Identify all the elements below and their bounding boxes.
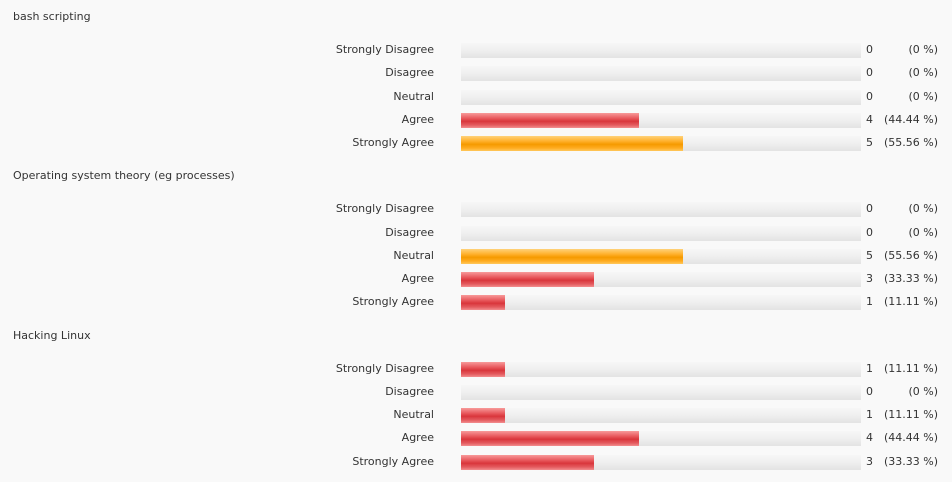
- answer-count: 3: [866, 455, 873, 468]
- answer-percent: (11.11 %): [883, 408, 938, 421]
- answer-percent: (0 %): [908, 43, 938, 56]
- answer-count: 4: [866, 431, 873, 444]
- result-bar-track: [461, 90, 861, 105]
- answer-label: Strongly Disagree: [335, 362, 434, 375]
- result-bar-track: [461, 249, 861, 264]
- answer-percent: (55.56 %): [883, 136, 938, 149]
- result-bar: [461, 455, 594, 470]
- answer-label: Strongly Disagree: [335, 202, 434, 215]
- result-bar: [461, 408, 505, 423]
- answer-percent: (55.56 %): [883, 249, 938, 262]
- answer-count: 0: [866, 226, 873, 239]
- result-bar-track: [461, 455, 861, 470]
- answer-row: Neutral 0 (0 %): [0, 89, 952, 105]
- answer-percent: (0 %): [908, 90, 938, 103]
- result-bar-track: [461, 408, 861, 423]
- answer-count: 0: [866, 385, 873, 398]
- result-bar-track: [461, 295, 861, 310]
- answer-count: 0: [866, 90, 873, 103]
- answer-percent: (0 %): [908, 202, 938, 215]
- answer-count: 1: [866, 295, 873, 308]
- answer-count: 3: [866, 272, 873, 285]
- answer-percent: (0 %): [908, 66, 938, 79]
- result-bar-track: [461, 113, 861, 128]
- answer-row: Neutral 1 (11.11 %): [0, 407, 952, 423]
- answer-row: Strongly Agree 1 (11.11 %): [0, 294, 952, 310]
- answer-label: Disagree: [385, 385, 434, 398]
- answer-label: Strongly Agree: [352, 295, 434, 308]
- result-bar-track: [461, 136, 861, 151]
- answer-count: 5: [866, 136, 873, 149]
- answer-percent: (44.44 %): [883, 113, 938, 126]
- answer-row: Strongly Disagree 1 (11.11 %): [0, 361, 952, 377]
- result-bar-track: [461, 362, 861, 377]
- answer-row: Disagree 0 (0 %): [0, 65, 952, 81]
- result-bar: [461, 136, 683, 151]
- answer-percent: (33.33 %): [883, 272, 938, 285]
- answer-count: 0: [866, 202, 873, 215]
- answer-percent: (44.44 %): [883, 431, 938, 444]
- answer-row: Agree 4 (44.44 %): [0, 112, 952, 128]
- result-bar-track: [461, 431, 861, 446]
- result-bar-track: [461, 66, 861, 81]
- question-title: Operating system theory (eg processes): [13, 169, 235, 182]
- answer-count: 1: [866, 408, 873, 421]
- result-bar: [461, 295, 505, 310]
- answer-row: Agree 4 (44.44 %): [0, 430, 952, 446]
- answer-count: 1: [866, 362, 873, 375]
- result-bar-track: [461, 272, 861, 287]
- result-bar: [461, 249, 683, 264]
- answer-count: 4: [866, 113, 873, 126]
- result-bar-track: [461, 202, 861, 217]
- answer-row: Disagree 0 (0 %): [0, 225, 952, 241]
- result-bar: [461, 272, 594, 287]
- result-bar-track: [461, 385, 861, 400]
- answer-row: Strongly Disagree 0 (0 %): [0, 201, 952, 217]
- answer-label: Strongly Disagree: [335, 43, 434, 56]
- answer-label: Neutral: [393, 90, 434, 103]
- result-bar: [461, 362, 505, 377]
- question-title: bash scripting: [13, 10, 91, 23]
- answer-row: Strongly Agree 5 (55.56 %): [0, 135, 952, 151]
- answer-label: Agree: [401, 113, 434, 126]
- answer-label: Disagree: [385, 66, 434, 79]
- answer-percent: (33.33 %): [883, 455, 938, 468]
- answer-count: 0: [866, 43, 873, 56]
- answer-row: Neutral 5 (55.56 %): [0, 248, 952, 264]
- result-bar-track: [461, 43, 861, 58]
- question-title: Hacking Linux: [13, 329, 91, 342]
- answer-percent: (11.11 %): [883, 295, 938, 308]
- answer-label: Strongly Agree: [352, 136, 434, 149]
- result-bar-track: [461, 226, 861, 241]
- answer-label: Agree: [401, 272, 434, 285]
- answer-row: Disagree 0 (0 %): [0, 384, 952, 400]
- answer-label: Strongly Agree: [352, 455, 434, 468]
- answer-label: Agree: [401, 431, 434, 444]
- answer-percent: (0 %): [908, 385, 938, 398]
- result-bar: [461, 431, 639, 446]
- answer-count: 5: [866, 249, 873, 262]
- answer-row: Strongly Disagree 0 (0 %): [0, 42, 952, 58]
- answer-label: Disagree: [385, 226, 434, 239]
- answer-row: Strongly Agree 3 (33.33 %): [0, 454, 952, 470]
- answer-count: 0: [866, 66, 873, 79]
- answer-percent: (11.11 %): [883, 362, 938, 375]
- answer-label: Neutral: [393, 408, 434, 421]
- answer-percent: (0 %): [908, 226, 938, 239]
- result-bar: [461, 113, 639, 128]
- answer-label: Neutral: [393, 249, 434, 262]
- answer-row: Agree 3 (33.33 %): [0, 271, 952, 287]
